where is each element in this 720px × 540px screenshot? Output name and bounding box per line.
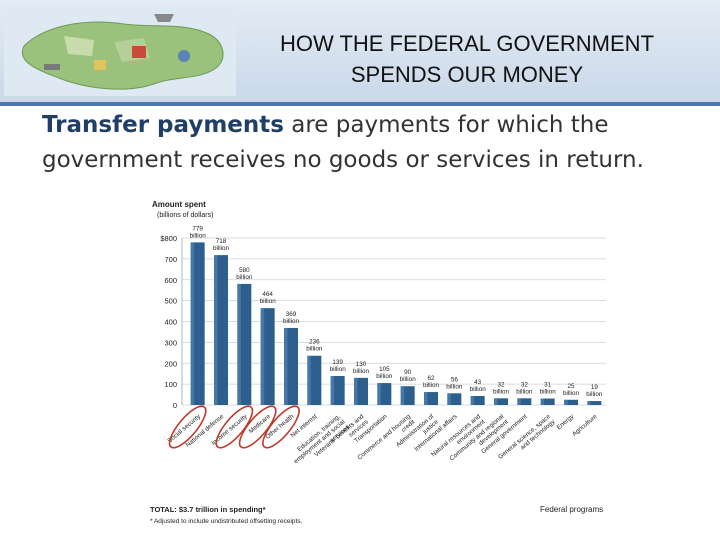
y-tick-label: $800 [160,234,177,243]
value-label: 19 billion [586,384,603,398]
bar-highlight [284,327,288,405]
bar-highlight [354,377,358,405]
circled-highlight-layer [168,405,300,449]
value-label-layer: 779 billion 718 billion 580 billion 464 billion… [190,225,603,398]
bar-highlight [424,392,428,405]
category-label: Education, training,employment and socia… [288,413,351,471]
y-tick-label: 700 [164,255,177,264]
bar-highlight [447,393,451,405]
header-rule [0,102,720,106]
tick-layer: $800 700 600 500 400 300 200 100 0 [160,234,177,410]
y-tick-label: 100 [164,380,177,389]
value-label: 90 billion [400,369,417,383]
bar [540,398,555,405]
value-label: 130 billion [353,361,370,375]
value-label: 718 billion [213,238,230,252]
highlight-circle [215,405,254,449]
chart-subtitle: (billions of dollars) [157,212,213,219]
total-footnote: TOTAL: $3.7 trillion in spending* [150,505,266,514]
bar-highlight [190,242,195,405]
value-label: 32 billion [516,381,533,395]
value-label: 105 billion [376,366,393,380]
subtitle-lead: Transfer payments [42,112,284,138]
slide-title-line-2: SPENDS OUR MONEY [350,62,584,87]
bar-highlight [470,396,475,405]
bar-highlight [307,355,311,405]
bar [447,393,462,405]
category-label: Energy [556,413,576,432]
slide-subtitle: Transfer payments are payments for which… [42,108,682,178]
highlight-circle [238,405,277,449]
bar-highlight [494,398,498,405]
bar-highlight [214,255,218,405]
value-label: 62 billion [423,375,440,389]
value-label: 56 billion [446,376,463,390]
y-tick-label: 600 [164,276,177,285]
y-tick-label: 300 [164,338,177,347]
bar-highlight [237,283,241,405]
bar [494,398,508,405]
bar-highlight [540,398,545,405]
y-tick-label: 200 [164,359,177,368]
value-label: 43 billion [470,379,487,393]
value-label: 32 billion [493,381,510,395]
adjusted-footnote: * Adjusted to include undistributed offs… [150,518,303,525]
bar-highlight [377,383,381,405]
value-label: 139 billion [330,359,347,373]
x-axis-label: Federal programs [540,505,603,514]
chart-title: Amount spent [152,200,206,209]
bar-highlight [260,308,265,405]
value-label: 31 billion [540,382,557,396]
grid-layer [181,237,606,406]
highlight-circle [262,405,300,449]
bar [470,396,485,405]
value-label: 236 billion [306,339,323,353]
bar-highlight [587,401,591,405]
subtitle-rest: are payments for which the government re… [42,112,644,173]
y-tick-label: 500 [164,297,177,306]
bar-highlight [330,375,335,405]
slide-title: HOW THE FEDERAL GOVERNMENT SPENDS OUR MO… [240,28,694,90]
bar [587,401,602,405]
highlight-circle [168,405,207,449]
bar [564,399,578,405]
value-label: 25 billion [563,383,580,397]
value-label: 580 billion [236,267,253,281]
bar [517,398,532,405]
category-label: Agriculture [571,413,599,438]
value-label: 464 billion [260,291,277,305]
value-label: 369 billion [283,311,300,325]
slide-title-line-1: HOW THE FEDERAL GOVERNMENT [279,31,655,56]
bar-highlight [564,399,568,405]
bar-highlight [400,386,405,405]
y-tick-label: 0 [173,401,177,410]
value-label: 779 billion [190,225,207,239]
bar-highlight [517,398,521,405]
us-map-illustration [4,6,236,96]
bar-layer [190,242,602,405]
y-tick-label: 400 [164,318,177,327]
